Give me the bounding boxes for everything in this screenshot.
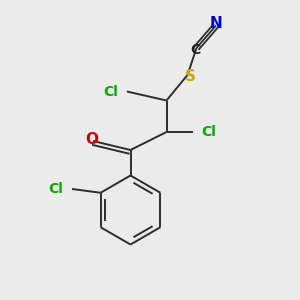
Text: S: S (184, 69, 195, 84)
Text: Cl: Cl (48, 182, 63, 196)
Text: Cl: Cl (201, 125, 216, 139)
Text: Cl: Cl (103, 85, 118, 98)
Text: C: C (190, 43, 200, 56)
Text: N: N (210, 16, 222, 31)
Text: O: O (85, 132, 98, 147)
